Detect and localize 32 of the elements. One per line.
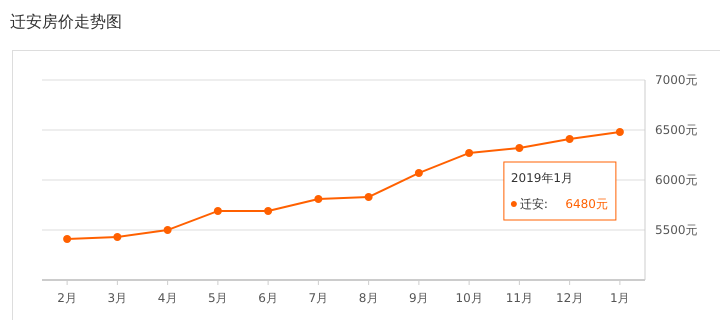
point	[63, 235, 72, 243]
y-tick-label: 6500元	[655, 123, 698, 137]
x-tick-label: 8月	[358, 291, 378, 305]
point	[264, 207, 272, 215]
x-tick-label: 6月	[258, 291, 278, 305]
point	[515, 144, 524, 152]
point	[364, 193, 373, 201]
point	[164, 226, 172, 234]
point	[566, 135, 574, 143]
y-tick-label: 7000元	[655, 73, 698, 87]
x-tick-label: 1月	[610, 291, 630, 305]
x-tick-label: 2月	[57, 291, 77, 305]
point	[616, 128, 624, 136]
point	[113, 233, 122, 241]
x-tick-label: 11月	[506, 291, 534, 305]
x-tick-label: 10月	[455, 291, 483, 305]
annotation: 迁安:	[520, 197, 548, 211]
annotation: 6480元	[565, 197, 608, 211]
y-tick-label: 5500元	[655, 223, 698, 237]
point	[214, 207, 222, 215]
point	[314, 195, 322, 203]
annotation: 2019年1月	[510, 171, 574, 185]
x-tick-label: 9月	[409, 291, 429, 305]
x-tick-label: 7月	[308, 291, 328, 305]
point	[414, 169, 423, 177]
x-tick-label: 5月	[208, 291, 228, 305]
point	[465, 149, 474, 157]
x-tick-label: 3月	[108, 291, 128, 305]
x-tick-label: 4月	[158, 291, 178, 305]
x-tick-label: 12月	[556, 291, 584, 305]
chart-title: 迁安房价走势图	[10, 12, 122, 31]
y-tick-label: 6000元	[655, 173, 698, 187]
